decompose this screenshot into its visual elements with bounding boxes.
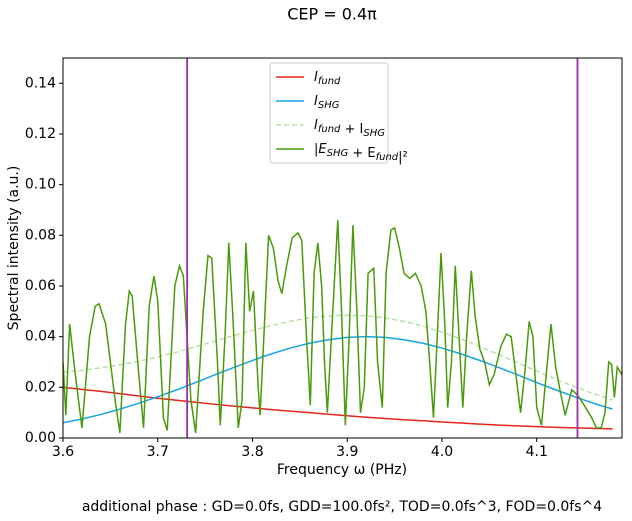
legend-label: ISHG (314, 94, 340, 112)
x-tick-label: 3.7 (147, 444, 169, 460)
chart-title: CEP = 0.4π (287, 5, 377, 24)
x-tick-label: 3.8 (241, 444, 263, 460)
legend-box (269, 62, 389, 164)
x-tick-label: 4.0 (431, 444, 453, 460)
x-tick-label: 3.9 (336, 444, 358, 460)
series-line (63, 314, 613, 401)
y-tick-label: 0.10 (25, 177, 56, 193)
series-line (63, 335, 613, 424)
x-axis-label: Frequency ω (PHz) (277, 462, 407, 478)
y-tick-label: 0.04 (25, 329, 56, 345)
y-tick-label: 0.06 (25, 278, 56, 294)
legend-label: Ifund + ISHG (314, 118, 385, 140)
y-tick-label: 0.00 (25, 430, 56, 446)
footnote: additional phase : GD=0.0fs, GDD=100.0fs… (82, 499, 602, 515)
x-tick-label: 3.6 (52, 444, 74, 460)
series-line (63, 220, 622, 434)
legend-label: Ifund (314, 70, 341, 88)
y-tick-label: 0.02 (25, 379, 56, 395)
axes-frame (62, 57, 623, 439)
y-tick-label: 0.12 (25, 126, 56, 142)
y-tick-label: 0.08 (25, 227, 56, 243)
legend-label: |ESHG + Efund|² (314, 142, 408, 165)
y-axis-label: Spectral intensity (a.u.) (6, 166, 22, 331)
x-tick-label: 4.1 (526, 444, 548, 460)
plot-area (63, 58, 622, 438)
y-tick-label: 0.14 (25, 75, 56, 91)
